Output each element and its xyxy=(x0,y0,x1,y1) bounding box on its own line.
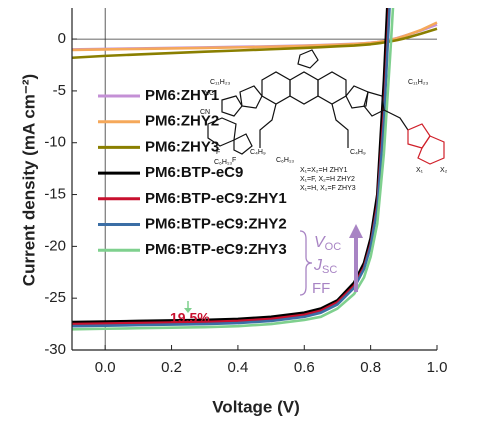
molecule-ring xyxy=(345,85,369,109)
molecule-ring-red xyxy=(417,135,445,165)
jsc-label: JSC xyxy=(313,257,337,276)
y-tick-label: -5 xyxy=(53,82,66,99)
molecule xyxy=(207,49,445,165)
x-tick-label: 0.6 xyxy=(294,359,315,376)
molecule-label: C₄H₉ xyxy=(350,149,366,156)
molecule-label: F xyxy=(216,149,220,156)
molecule-label: C₁₁H₂₃ xyxy=(408,79,429,86)
molecule-label: NC xyxy=(204,90,214,97)
y-axis-title: Current density (mA cm⁻²) xyxy=(19,74,38,286)
ff-label: FF xyxy=(312,280,330,297)
molecule-chain xyxy=(331,103,349,148)
line-layer xyxy=(72,8,438,331)
efficiency-label: 19.5% xyxy=(170,310,210,326)
series-line xyxy=(72,23,438,51)
y-tick-label: -30 xyxy=(44,341,66,358)
molecule-ring xyxy=(297,49,319,69)
molecule-chain xyxy=(259,103,277,148)
molecule-ring xyxy=(363,91,385,117)
molecule-ring xyxy=(317,71,347,105)
y-tick-label: -25 xyxy=(44,289,66,306)
brace xyxy=(299,230,313,296)
molecule-ring xyxy=(261,71,291,105)
annotation-layer: 19.5% VOC JSC FF xyxy=(170,224,363,326)
legend-label: PM6:BTP-eC9:ZHY1 xyxy=(145,190,287,207)
legend-label: PM6:BTP-eC9:ZHY3 xyxy=(145,241,287,258)
molecule-ring xyxy=(221,95,243,117)
molecule-ring xyxy=(233,133,253,155)
series-line xyxy=(72,8,395,331)
molecule-legend: X₁=F, X₂=H ZHY2 xyxy=(300,176,355,183)
voc-symbol: V xyxy=(314,234,326,251)
x-tick-label: 0.4 xyxy=(227,359,248,376)
molecule-label: X₂ xyxy=(440,167,448,174)
molecule-legend: X₁=X₂=H ZHY1 xyxy=(300,167,348,174)
legend: PM6:ZHY1 PM6:ZHY2 PM6:ZHY3 PM6:BTP-eC9 PM6:B… xyxy=(98,87,287,258)
y-tick-label: -20 xyxy=(44,237,66,254)
legend-label: PM6:ZHY3 xyxy=(145,138,219,155)
x-tick-label: 1.0 xyxy=(427,359,448,376)
legend-label: PM6:BTP-eC9:ZHY2 xyxy=(145,215,287,232)
molecule-ring xyxy=(289,71,319,105)
molecule-label: CN xyxy=(200,109,210,116)
legend-label: PM6:ZHY2 xyxy=(145,113,219,130)
y-tick-label: -10 xyxy=(44,134,66,151)
x-tick-label: 0.0 xyxy=(95,359,116,376)
jsc-symbol: J xyxy=(313,257,323,274)
molecule-label: C₆H₁₃ xyxy=(214,159,232,166)
arrow-head xyxy=(184,308,192,313)
molecule-labels: C₁₁H₂₃ C₁₁H₂₃ C₆H₁₃ C₆H₁₃ C₄H₉ C₄H₉ NC CN F F X₁ X₂… xyxy=(200,79,448,192)
molecule-label: C₄H₉ xyxy=(250,149,266,156)
molecule-label: C₆H₁₃ xyxy=(276,157,294,164)
jsc-subscript: SC xyxy=(322,264,337,276)
molecule-label: X₁ xyxy=(416,167,424,174)
arrow-head xyxy=(349,224,363,238)
voc-label: VOC xyxy=(314,234,341,253)
series-line xyxy=(72,8,391,328)
series-line xyxy=(72,8,389,324)
molecule-ring xyxy=(207,117,237,147)
legend-label: PM6:ZHY1 xyxy=(145,87,219,104)
x-tick-label: 0.8 xyxy=(360,359,381,376)
x-axis-title: Voltage (V) xyxy=(212,397,300,416)
series-line xyxy=(72,27,438,60)
voc-subscript: OC xyxy=(325,241,342,253)
axes-layer: 0.0 0.2 0.4 0.6 0.8 1.0 0 -5 -10 -15 -20 -25 -30 xyxy=(44,8,447,376)
molecule-label: C₁₁H₂₃ xyxy=(210,79,231,86)
molecule-label: F xyxy=(232,157,236,164)
y-tick-label: -15 xyxy=(44,186,66,203)
molecule-ring-red xyxy=(407,123,431,149)
molecule-legend: X₁=H, X₂=F ZHY3 xyxy=(300,185,356,192)
grid-layer xyxy=(72,8,437,350)
series-line xyxy=(72,21,438,52)
legend-label: PM6:BTP-eC9 xyxy=(145,164,243,181)
molecule-ring xyxy=(239,85,263,109)
x-tick-label: 0.2 xyxy=(161,359,182,376)
y-tick-label: 0 xyxy=(58,30,66,47)
molecule-bond xyxy=(383,109,409,131)
